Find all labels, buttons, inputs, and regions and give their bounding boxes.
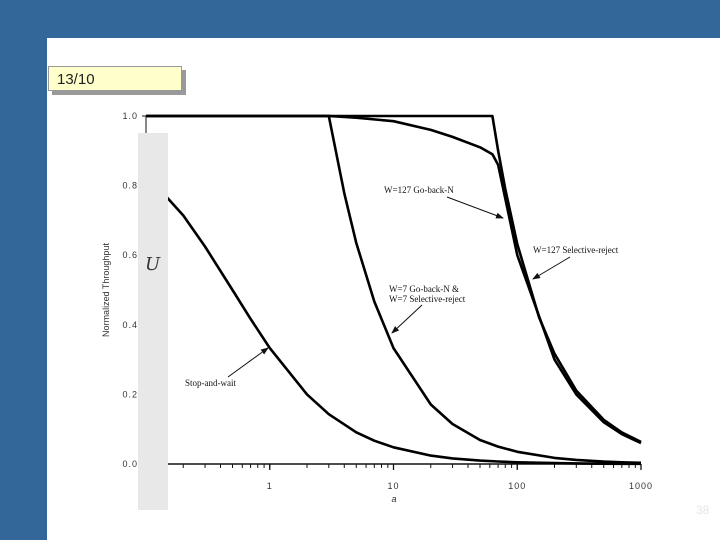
annotation-arrow: [532, 256, 571, 280]
y-tick-label: 0.4: [122, 320, 138, 330]
y-tick-label: 0.0: [122, 459, 138, 469]
x-tick-label: 1000: [629, 481, 653, 491]
y-axis-label: Normalized Throughput: [101, 243, 111, 337]
page-number: 38: [696, 503, 710, 517]
x-tick-label: 1: [267, 481, 273, 491]
x-axis-label: a: [391, 494, 396, 504]
y-tick-label: 0.6: [122, 250, 138, 260]
annotation-w7-line2: W=7 Selective-reject: [389, 294, 466, 304]
series-line-w-127-selective-reject: [146, 114, 642, 444]
annotation-stop-and-wait: Stop-and-wait: [185, 378, 236, 388]
annotation-w127-gbn: W=127 Go-back-N: [384, 185, 454, 195]
annotation-arrow: [446, 196, 504, 219]
annotation-arrow: [227, 347, 269, 378]
y-symbol-bar: [138, 133, 168, 510]
annotation-w127-sr: W=127 Selective-reject: [533, 245, 619, 255]
x-tick-label: 10: [387, 481, 399, 491]
y-symbol-label: U: [145, 254, 161, 275]
y-tick-label: 0.2: [122, 389, 138, 399]
series-line-stop-and-wait: [145, 173, 641, 466]
x-tick-label: 100: [508, 481, 526, 491]
annotation-arrow: [391, 304, 423, 334]
y-tick-label: 0.8: [122, 181, 138, 191]
y-tick-label: 1.0: [122, 111, 138, 121]
slide-title: 13/10: [48, 66, 182, 91]
series-line-w-127-go-back-n: [146, 114, 642, 445]
annotation-w7-line1: W=7 Go-back-N &: [389, 284, 459, 294]
series-line-w-7-go-back-n-w-7-selective-reject: [146, 114, 642, 465]
